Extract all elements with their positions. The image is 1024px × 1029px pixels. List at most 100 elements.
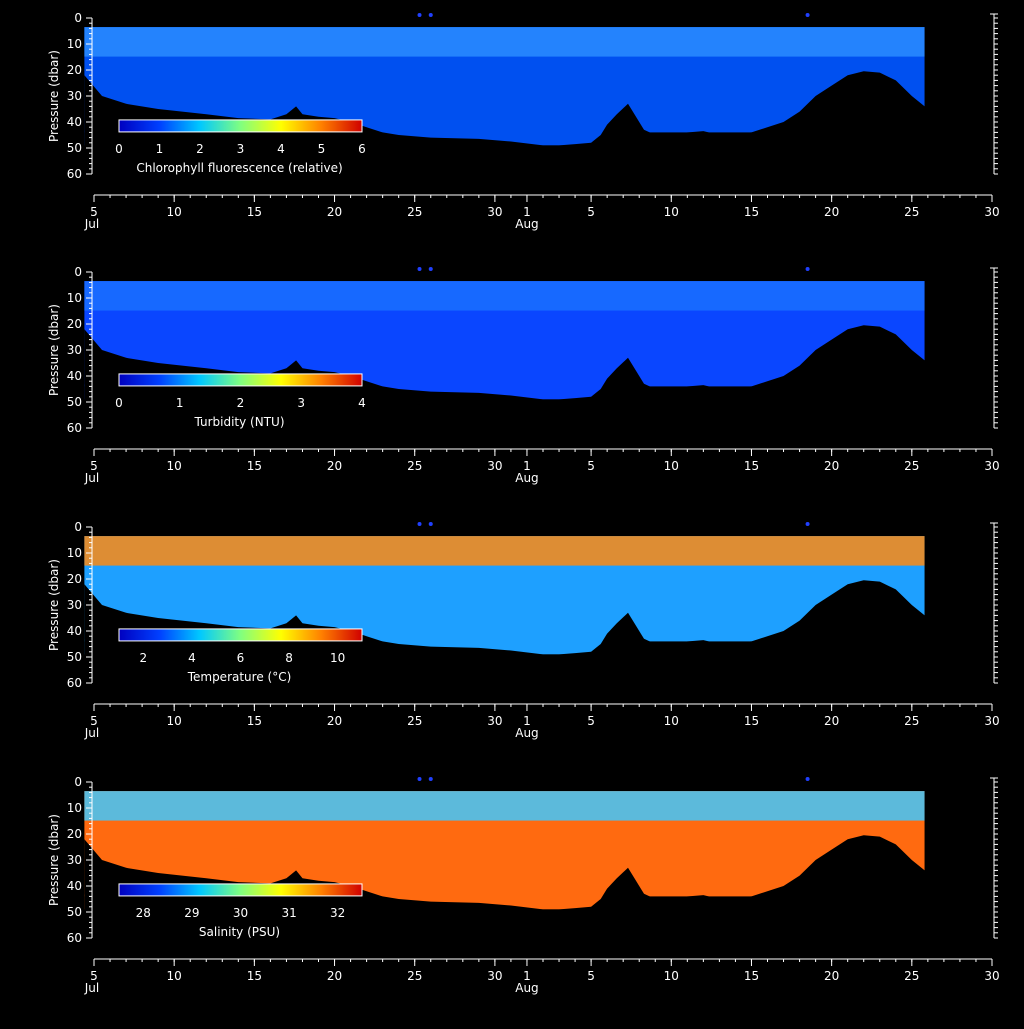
- colorbar-label: Turbidity (NTU): [193, 415, 284, 429]
- pressure-tick-label: 0: [74, 265, 82, 279]
- pressure-tick-label: 50: [67, 141, 82, 155]
- time-tick-label: 10: [664, 969, 679, 983]
- time-tick-label: 15: [744, 969, 759, 983]
- pressure-axis-label: Pressure (dbar): [47, 50, 61, 142]
- panel-1: 0 10 20 30 40 50 60 Pressure (dbar) 0 1 2 3 4 5 6 Chlor…: [47, 11, 1000, 231]
- time-tick-label: 15: [247, 459, 262, 473]
- seafloor: [84, 580, 993, 685]
- pressure-tick-label: 10: [67, 37, 82, 51]
- colorbar-label: Temperature (°C): [187, 670, 292, 684]
- time-tick-label: 5: [90, 714, 98, 728]
- pressure-axis-label: Pressure (dbar): [47, 814, 61, 906]
- no-data-mask: [924, 18, 996, 178]
- colorbar-tick-label: 0: [115, 142, 123, 156]
- station-marker: [805, 777, 810, 781]
- time-tick-label: 5: [90, 969, 98, 983]
- time-tick-label: 30: [487, 459, 502, 473]
- time-tick-label: 25: [407, 714, 422, 728]
- colorbar-tick-label: 6: [358, 142, 366, 156]
- time-tick-label: 5: [90, 459, 98, 473]
- pressure-axis-label: Pressure (dbar): [47, 559, 61, 651]
- colorbar-tick-label: 4: [358, 396, 366, 410]
- station-marker: [805, 522, 810, 526]
- station-marker: [417, 777, 422, 781]
- time-tick-label: 20: [824, 969, 839, 983]
- station-marker: [428, 777, 433, 781]
- seafloor: [84, 325, 993, 430]
- month-label-jul: Jul: [84, 981, 99, 995]
- station-marker: [805, 13, 810, 17]
- time-tick-label: 5: [587, 969, 595, 983]
- station-marker: [417, 267, 422, 271]
- time-tick-label: 10: [664, 714, 679, 728]
- colorbar-tick-label: 1: [156, 142, 164, 156]
- time-tick-label: 1: [523, 205, 531, 219]
- pressure-tick-label: 0: [74, 775, 82, 789]
- time-tick-label: 20: [327, 205, 342, 219]
- seafloor: [84, 71, 993, 176]
- month-label-aug: Aug: [515, 981, 538, 995]
- colorbar-label: Salinity (PSU): [199, 925, 280, 939]
- month-label-jul: Jul: [84, 217, 99, 231]
- time-tick-label: 15: [247, 969, 262, 983]
- pressure-tick-label: 30: [67, 853, 82, 867]
- time-tick-label: 25: [904, 969, 919, 983]
- colorbar-tick-label: 32: [330, 906, 345, 920]
- time-tick-label: 10: [167, 969, 182, 983]
- pressure-tick-label: 50: [67, 395, 82, 409]
- time-tick-label: 10: [167, 205, 182, 219]
- colorbar: [118, 373, 363, 387]
- time-tick-label: 20: [327, 969, 342, 983]
- station-marker: [417, 522, 422, 526]
- time-tick-label: 15: [744, 205, 759, 219]
- colorbar-tick-label: 2: [196, 142, 204, 156]
- colorbar-tick-label: 4: [277, 142, 285, 156]
- station-marker: [428, 267, 433, 271]
- pressure-tick-label: 40: [67, 115, 82, 129]
- pressure-tick-label: 10: [67, 801, 82, 815]
- time-tick-label: 5: [587, 205, 595, 219]
- colorbar-label: Chlorophyll fluorescence (relative): [136, 161, 342, 175]
- month-label-aug: Aug: [515, 471, 538, 485]
- time-tick-label: 15: [744, 459, 759, 473]
- time-tick-label: 25: [407, 969, 422, 983]
- pressure-tick-label: 30: [67, 89, 82, 103]
- pressure-tick-label: 60: [67, 676, 82, 690]
- time-tick-label: 20: [824, 459, 839, 473]
- time-tick-label: 25: [904, 459, 919, 473]
- colorbar-tick-label: 4: [188, 651, 196, 665]
- colorbar: [118, 883, 363, 897]
- pressure-tick-label: 50: [67, 905, 82, 919]
- time-tick-label: 25: [904, 205, 919, 219]
- time-tick-label: 15: [744, 714, 759, 728]
- pressure-tick-label: 0: [74, 11, 82, 25]
- time-tick-label: 30: [487, 969, 502, 983]
- time-tick-label: 1: [523, 969, 531, 983]
- pressure-tick-label: 40: [67, 879, 82, 893]
- time-tick-label: 30: [984, 714, 999, 728]
- station-marker: [805, 267, 810, 271]
- colorbar-tick-label: 1: [176, 396, 184, 410]
- no-data-mask: [924, 527, 996, 687]
- pressure-tick-label: 60: [67, 421, 82, 435]
- pressure-tick-label: 20: [67, 572, 82, 586]
- time-tick-label: 25: [407, 205, 422, 219]
- colorbar-tick-label: 2: [237, 396, 245, 410]
- colorbar: [118, 119, 363, 133]
- time-tick-label: 1: [523, 714, 531, 728]
- colorbar-tick-label: 31: [281, 906, 296, 920]
- time-tick-label: 15: [247, 205, 262, 219]
- panel-4: 0 10 20 30 40 50 60 Pressure (dbar) 28 29 30 31 32 Sa…: [47, 775, 1000, 995]
- colorbar-tick-label: 29: [184, 906, 199, 920]
- pressure-tick-label: 40: [67, 369, 82, 383]
- time-tick-label: 10: [664, 459, 679, 473]
- time-tick-label: 20: [824, 714, 839, 728]
- time-tick-label: 25: [904, 714, 919, 728]
- time-tick-label: 30: [487, 714, 502, 728]
- colorbar-tick-label: 30: [233, 906, 248, 920]
- pressure-tick-label: 20: [67, 317, 82, 331]
- colorbar-tick-label: 8: [285, 651, 293, 665]
- time-tick-label: 30: [487, 205, 502, 219]
- time-tick-label: 20: [824, 205, 839, 219]
